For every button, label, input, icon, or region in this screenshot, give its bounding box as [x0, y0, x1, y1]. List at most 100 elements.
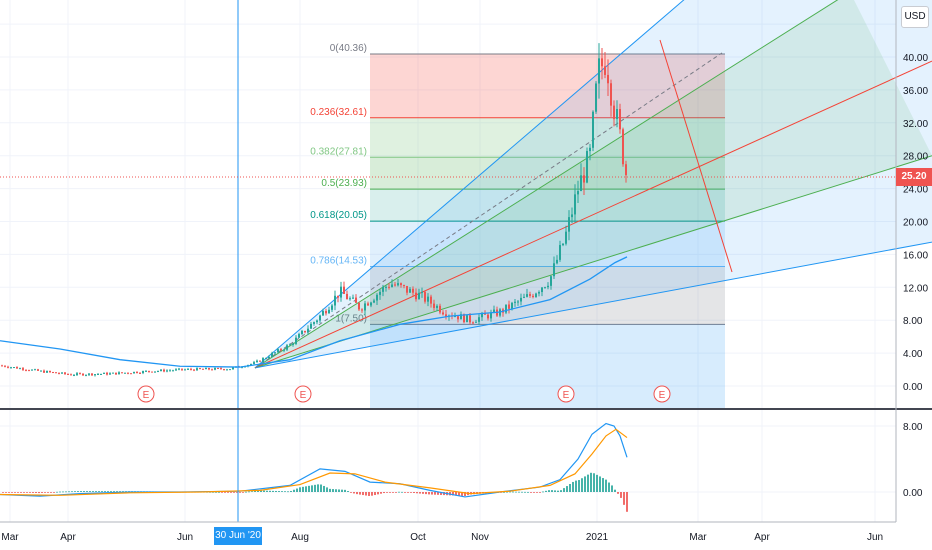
candle-body	[559, 245, 561, 260]
macd-histogram-bar	[404, 492, 406, 493]
candle-body	[130, 373, 132, 375]
candle-body	[175, 369, 177, 371]
price-axis: 40.00 36.00 32.00 28.00 24.00 20.00 16.00 12.00…	[903, 53, 928, 393]
candle-body	[430, 296, 432, 304]
fib-level-label: 0.618(20.05)	[310, 210, 367, 221]
macd-histogram-bar	[35, 492, 37, 493]
candle-body	[43, 370, 45, 373]
candle-body	[319, 315, 321, 321]
macd-histogram-bar	[68, 491, 70, 493]
candle-body	[613, 105, 615, 120]
candle-body	[433, 303, 435, 308]
macd-histogram-bar	[248, 491, 250, 493]
macd-histogram-bar	[122, 491, 124, 492]
candle-body	[85, 374, 87, 376]
macd-histogram-bar	[302, 486, 304, 492]
macd-histogram-bar	[377, 492, 379, 495]
earnings-marker[interactable]: E	[137, 385, 155, 403]
macd-histogram-bar	[260, 490, 262, 492]
currency-badge[interactable]: USD	[901, 6, 929, 28]
candle-body	[538, 292, 540, 294]
macd-histogram-bar	[23, 492, 25, 493]
candle-body	[160, 369, 162, 371]
macd-histogram-bar	[440, 492, 442, 495]
candle-body	[70, 374, 72, 376]
macd-histogram-bar	[425, 492, 427, 495]
gann-fan-fill	[255, 0, 932, 368]
time-axis: Mar Apr Jun Aug Oct Nov 2021 Mar Apr Jun	[1, 532, 883, 543]
macd-histogram-bar	[368, 492, 370, 496]
candle-body	[616, 109, 618, 120]
candle-body	[226, 369, 228, 371]
candle-body	[376, 294, 378, 301]
price-tick-label: 20.00	[903, 218, 928, 229]
candle-body	[154, 371, 156, 373]
candle-body	[106, 372, 108, 375]
candle-body	[460, 314, 462, 320]
macd-histogram-bar	[296, 488, 298, 492]
macd-histogram-bar	[578, 480, 580, 492]
macd-histogram-bar	[608, 482, 610, 492]
macd-histogram-bar	[533, 492, 535, 493]
candle-body	[532, 295, 534, 297]
macd-signal-line	[0, 428, 628, 496]
macd-histogram-bar	[266, 490, 268, 492]
candle-body	[457, 316, 459, 320]
candle-body	[10, 367, 12, 369]
candle-body	[193, 369, 195, 371]
macd-histogram-bar	[77, 491, 79, 492]
candle-body	[400, 283, 402, 286]
macd-histogram-bar	[317, 484, 319, 492]
time-tick-label: 2021	[586, 532, 609, 543]
macd-histogram-bar	[341, 489, 343, 492]
candle-body	[571, 214, 573, 218]
candle-body	[211, 369, 213, 371]
time-tick-label: Apr	[754, 532, 770, 543]
macd-histogram-bar	[455, 492, 457, 496]
macd-histogram-bar	[233, 492, 235, 493]
candle-body	[166, 370, 168, 372]
macd-histogram-bar	[515, 491, 517, 493]
crosshair-date-tag: 30 Jun '20	[214, 527, 262, 545]
time-tick-label: Mar	[1, 532, 19, 543]
macd-histogram-bar	[275, 490, 277, 492]
candle-body	[115, 372, 117, 375]
macd-histogram-bar	[20, 492, 22, 493]
macd-histogram-bar	[338, 489, 340, 492]
candle-body	[355, 297, 357, 303]
current-price-tag: 25.20	[896, 168, 932, 186]
macd-histogram-bar	[26, 492, 28, 493]
candle-body	[352, 297, 354, 299]
fib-level-label: 0.382(27.81)	[310, 146, 367, 157]
candle-body	[169, 370, 171, 372]
earnings-marker[interactable]: E	[294, 385, 312, 403]
earnings-marker[interactable]: E	[557, 385, 575, 403]
candle-body	[250, 363, 252, 365]
candle-body	[214, 367, 216, 370]
time-tick-label: Oct	[410, 532, 426, 543]
macd-histogram-bar	[326, 487, 328, 492]
svg-text:E: E	[143, 390, 150, 401]
candle-body	[568, 217, 570, 232]
macd-histogram-bar	[566, 486, 568, 492]
macd-histogram-bar	[569, 484, 571, 492]
candle-body	[565, 231, 567, 244]
macd-histogram-bar	[452, 492, 454, 496]
macd-histogram-bar	[380, 492, 382, 494]
fib-level-label: 0(40.36)	[330, 43, 367, 54]
candle-body	[415, 292, 417, 300]
macd-histogram-bar	[626, 492, 628, 512]
price-tick-label: 40.00	[903, 53, 928, 64]
candle-body	[289, 344, 291, 346]
macd-histogram-bar	[251, 491, 253, 493]
candle-body	[199, 368, 201, 370]
macd-histogram-bar	[299, 487, 301, 492]
earnings-marker[interactable]: E	[653, 385, 671, 403]
candle-body	[301, 330, 303, 335]
candle-body	[196, 368, 198, 371]
macd-histogram-bar	[287, 491, 289, 493]
candle-body	[55, 372, 57, 374]
candle-body	[547, 285, 549, 288]
